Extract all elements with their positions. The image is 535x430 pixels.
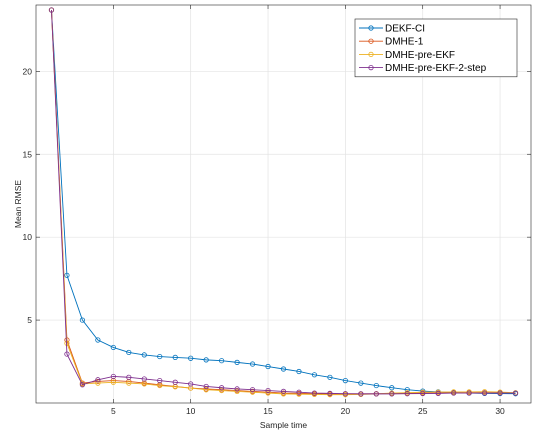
data-point [203, 383, 209, 390]
data-point [64, 272, 70, 278]
data-point [219, 358, 225, 364]
plot-frame [35, 4, 532, 404]
data-point [188, 381, 194, 387]
x-tick-label: 30 [495, 406, 505, 416]
data-point [203, 387, 209, 393]
legend-item: DMHE-pre-EKF [359, 50, 455, 61]
series-lines [48, 7, 519, 398]
x-tick-label: 25 [418, 406, 428, 416]
data-point [219, 385, 225, 391]
legend: DEKF-CI DMHE-1 DMHE-pre-EKF DMHE-pre-EKF-2-… [354, 18, 518, 78]
series-line [51, 9, 516, 395]
y-tick-label: 10 [23, 232, 33, 242]
data-point [296, 368, 302, 375]
data-point [358, 391, 364, 397]
data-point [48, 7, 55, 13]
legend-item: DMHE-1 [359, 37, 424, 48]
data-point [234, 386, 240, 392]
data-point [342, 378, 348, 384]
x-tick-label: 5 [111, 406, 116, 416]
data-point [327, 374, 333, 380]
data-point [126, 349, 132, 356]
data-point [157, 378, 163, 384]
data-point [296, 389, 302, 395]
data-point [203, 357, 209, 363]
data-point [342, 391, 348, 397]
series-dmhe-pre-ekf-2-step [48, 7, 519, 397]
data-point [172, 354, 178, 360]
x-tick-label: 15 [263, 406, 273, 416]
data-point [219, 387, 225, 394]
legend-marker [368, 38, 374, 44]
legend-label: DMHE-pre-EKF-2-step [385, 63, 487, 74]
y-tick-label: 5 [27, 315, 32, 325]
data-point [373, 382, 379, 389]
legend-item: DMHE-pre-EKF-2-step [359, 63, 487, 74]
x-tick-label: 10 [186, 406, 196, 416]
legend-label: DMHE-pre-EKF [385, 50, 455, 61]
legend-item: DEKF-CI [359, 24, 425, 35]
data-point [389, 391, 395, 397]
data-point [141, 381, 147, 387]
y-axis-label: Mean RMSE [13, 180, 23, 229]
data-point [451, 390, 457, 396]
data-point [110, 373, 116, 380]
data-point [311, 372, 318, 378]
data-point [64, 351, 70, 357]
data-point [466, 390, 472, 396]
data-point [280, 366, 287, 372]
legend-label: DMHE-1 [385, 37, 424, 48]
data-point [249, 387, 256, 393]
data-point [110, 344, 116, 351]
legend-marker [368, 25, 374, 31]
legend-label: DEKF-CI [385, 24, 425, 35]
data-point [141, 376, 147, 382]
data-point [172, 379, 178, 385]
data-point [249, 361, 256, 367]
data-point [126, 380, 132, 386]
data-point [435, 390, 441, 396]
data-point [157, 353, 163, 360]
data-point [95, 378, 101, 385]
data-point [265, 363, 271, 370]
data-point [404, 391, 410, 397]
legend-marker [368, 65, 374, 71]
y-tick-label: 20 [23, 66, 33, 76]
data-point [95, 337, 101, 343]
data-point [497, 390, 503, 396]
data-point [311, 390, 318, 396]
data-point [95, 380, 101, 386]
data-point [95, 377, 101, 383]
data-point [141, 352, 147, 358]
data-point [188, 355, 194, 361]
data-point [358, 380, 364, 386]
data-point [157, 382, 163, 389]
data-point [420, 390, 426, 397]
x-tick-label: 20 [341, 406, 351, 416]
data-point [389, 385, 395, 391]
data-point [373, 391, 379, 397]
data-point [126, 374, 132, 380]
x-axis-label: Sample time [260, 420, 308, 430]
data-point [265, 387, 271, 394]
data-point [512, 390, 519, 396]
data-point [327, 390, 333, 396]
data-point [234, 359, 240, 365]
data-point [79, 317, 86, 323]
y-tick-label: 15 [23, 149, 33, 159]
data-point [110, 379, 116, 385]
legend-marker [368, 51, 374, 58]
data-point [280, 388, 287, 394]
data-point [404, 387, 410, 393]
data-point [481, 390, 488, 396]
data-point [79, 382, 86, 388]
axis-ticks: 5 10 15 20 25 30 5 10 15 20 [23, 5, 531, 416]
